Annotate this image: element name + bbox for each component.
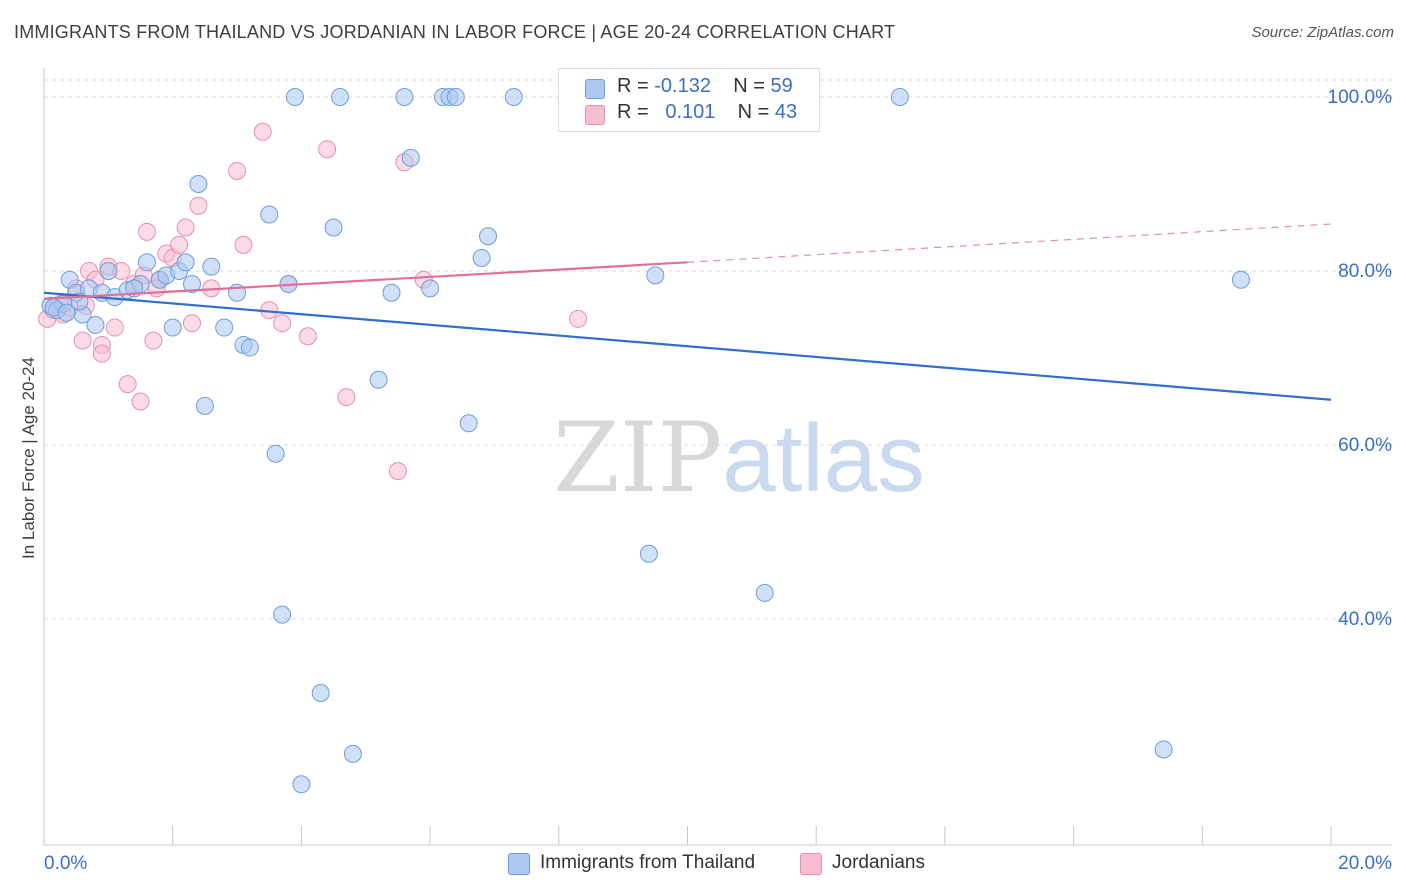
jordanians-point [183,314,202,333]
trend-lines [43,223,1332,401]
thailand-point [189,175,208,193]
jordanians-point [92,344,111,363]
jordanians-point [144,331,163,350]
legend-n-value-jordanians: 43 [774,101,798,123]
thailand-point [266,444,285,463]
jordanians-point [118,375,137,394]
thailand-point [331,88,350,106]
jordanians-point [176,218,195,237]
y-tick-label: 60.0% [1338,435,1392,456]
jordanians-point [273,314,292,333]
thailand-point [163,318,182,337]
jordanians-point [318,140,337,159]
thailand-point [99,262,118,280]
jordanians-point [105,318,124,337]
thailand-point [195,396,214,415]
legend-r-label: R = [617,101,649,123]
y-tick-label: 40.0% [1338,609,1392,630]
y-tick-label: 80.0% [1338,261,1392,282]
y-axis-label: In Labor Force | Age 20-24 [19,357,38,559]
thailand-point [324,218,343,237]
thailand-point [479,227,498,246]
thailand-point [86,315,105,334]
thailand-point [446,88,465,106]
thailand-point [401,148,420,167]
thailand-legend-swatch [508,853,530,875]
thailand-point [421,279,440,298]
jordanians-point [253,122,272,141]
jordanians-trend-line [43,261,688,300]
jordanians-trend-extension [687,223,1332,263]
legend-n-label: N = [733,75,765,97]
legend-n-label: N = [737,101,770,123]
thailand-trend-line [43,291,1332,401]
thailand-point [646,266,665,285]
thailand-point [472,248,491,267]
thailand-point [1231,270,1250,289]
x-tick-label: 20.0% [1338,853,1392,874]
thailand-point [369,370,388,389]
jordanians-point [189,196,208,215]
chart-title: IMMIGRANTS FROM THAILAND VS JORDANIAN IN… [14,22,896,42]
thailand-points [41,88,1250,794]
thailand-point [311,683,330,702]
thailand-point [285,88,304,106]
thailand-point [343,744,362,763]
thailand-point [202,257,221,276]
axes [43,68,1392,846]
thailand-point [137,253,156,272]
jordanians-point [337,388,356,407]
thailand-legend-label: Immigrants from Thailand [540,852,756,873]
thailand-point [273,605,292,624]
thailand-point [176,253,195,272]
thailand-point [395,88,414,106]
legend-n-value-thailand: 59 [770,75,793,97]
zipatlas-watermark: ZIPatlas [553,402,925,514]
correlation-legend: R = -0.132 N = 59 R = 0.101 N = 43 [558,68,820,132]
x-tick-label: 0.0% [44,853,87,874]
thailand-point [57,303,76,322]
y-tick-label: 100.0% [1328,87,1393,108]
thailand-point [504,88,523,106]
thailand-point [240,338,259,357]
jordanians-point [228,161,247,180]
legend-r-value-thailand: -0.132 [654,75,711,97]
thailand-point [890,88,909,106]
thailand-swatch [585,79,605,99]
jordanians-point [137,222,156,241]
jordanians-legend-swatch [800,853,822,875]
thailand-point [755,583,774,602]
thailand-point [382,283,401,302]
jordanians-point [131,392,150,411]
thailand-point [292,775,311,794]
jordanians-swatch [585,105,605,125]
source-credit: Source: ZipAtlas.com [1251,24,1394,41]
jordanians-legend-label: Jordanians [832,852,925,873]
jordanians-point [569,309,588,328]
jordanians-point [73,331,92,350]
legend-r-value-jordanians: 0.101 [665,101,716,123]
thailand-point [260,205,279,224]
legend-r-label: R = [617,75,649,97]
thailand-point [1154,740,1173,759]
thailand-point [183,275,202,294]
tick-labels: 100.0% 80.0% 60.0% 40.0% 0.0% 20.0% [44,87,1392,874]
thailand-point [459,414,478,433]
thailand-point [215,318,234,337]
thailand-point [639,544,658,563]
jordanians-point [388,462,407,481]
jordanians-point [234,235,253,254]
jordanians-point [170,235,189,254]
jordanians-point [298,327,317,346]
